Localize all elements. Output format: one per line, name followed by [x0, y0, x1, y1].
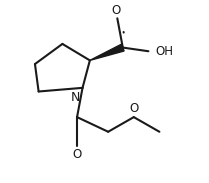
Text: O: O: [129, 102, 138, 115]
Text: O: O: [73, 147, 82, 161]
Text: OH: OH: [155, 45, 173, 58]
Polygon shape: [90, 44, 124, 60]
Text: O: O: [112, 4, 121, 17]
Text: N: N: [70, 91, 80, 104]
